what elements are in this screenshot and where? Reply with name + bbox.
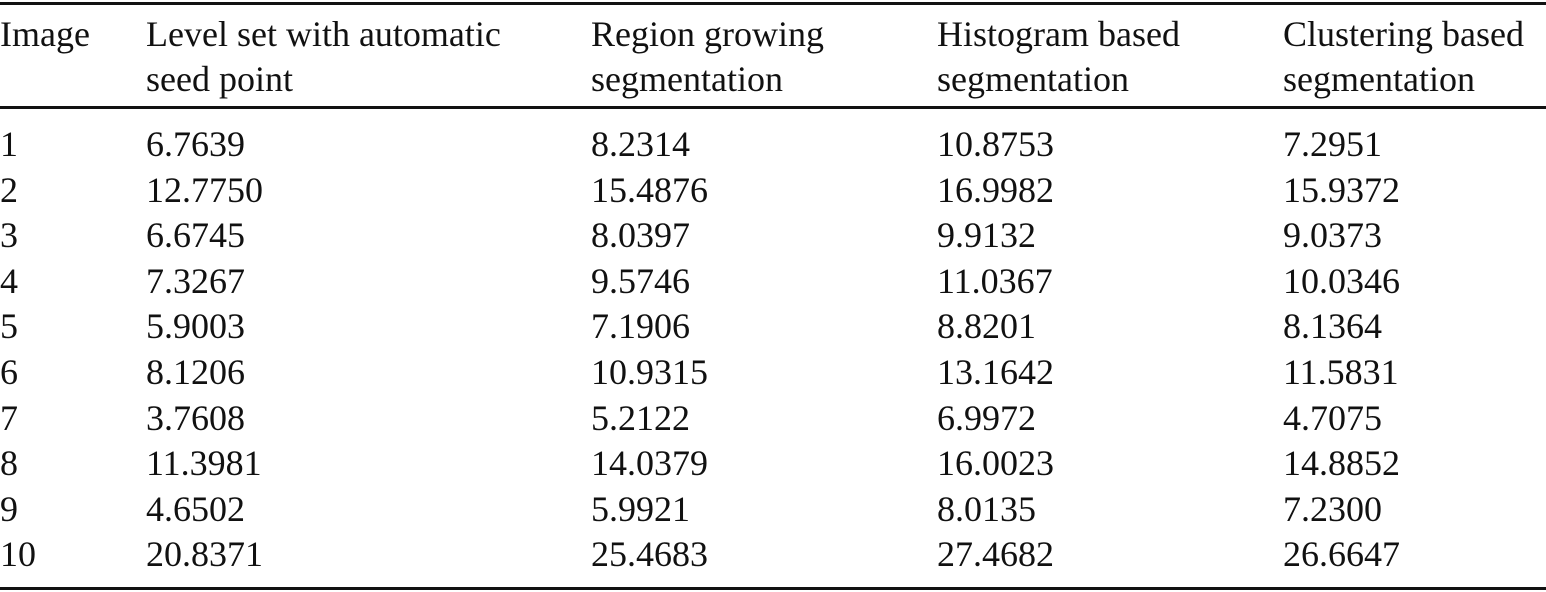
cell-image: 9 <box>0 488 18 529</box>
cell-level-set: 12.7750 <box>146 169 263 210</box>
cell-level-set: 8.1206 <box>146 351 245 392</box>
header-image-line-1: Image <box>0 14 90 54</box>
cell-region-growing: 7.1906 <box>591 306 690 347</box>
header-clustering-line-2: segmentation <box>1283 59 1475 99</box>
cell-level-set: 20.8371 <box>146 534 263 575</box>
cell-region-growing: 10.9315 <box>591 351 708 392</box>
table-row: 10 20.8371 25.4683 27.4682 26.6647 <box>0 532 1546 578</box>
cell-clustering: 11.5831 <box>1283 351 1399 392</box>
cell-image: 7 <box>0 397 18 438</box>
cell-clustering: 15.9372 <box>1283 169 1400 210</box>
cell-image: 2 <box>0 169 18 210</box>
table-row: 4 7.3267 9.5746 11.0367 10.0346 <box>0 259 1546 305</box>
table-row: 6 8.1206 10.9315 13.1642 11.5831 <box>0 350 1546 396</box>
table-header: Image Level set with automatic seed poin… <box>0 12 1546 104</box>
cell-level-set: 5.9003 <box>146 306 245 347</box>
header-region-growing-line-1: Region growing <box>591 14 824 54</box>
header-histogram: Histogram based segmentation <box>937 12 1180 102</box>
cell-region-growing: 15.4876 <box>591 169 708 210</box>
cell-histogram: 11.0367 <box>937 260 1053 301</box>
table-row: 9 4.6502 5.9921 8.0135 7.2300 <box>0 487 1546 533</box>
cell-histogram: 27.4682 <box>937 534 1054 575</box>
cell-level-set: 7.3267 <box>146 260 245 301</box>
cell-clustering: 8.1364 <box>1283 306 1382 347</box>
cell-clustering: 4.7075 <box>1283 397 1382 438</box>
cell-level-set: 4.6502 <box>146 488 245 529</box>
cell-level-set: 6.6745 <box>146 215 245 256</box>
table-body: 1 6.7639 8.2314 10.8753 7.2951 2 12.7750… <box>0 122 1546 578</box>
cell-histogram: 9.9132 <box>937 215 1036 256</box>
cell-region-growing: 8.0397 <box>591 215 690 256</box>
cell-region-growing: 5.2122 <box>591 397 690 438</box>
table-row: 2 12.7750 15.4876 16.9982 15.9372 <box>0 168 1546 214</box>
cell-histogram: 16.9982 <box>937 169 1054 210</box>
cell-clustering: 7.2951 <box>1283 124 1382 164</box>
table-top-rule <box>0 2 1546 5</box>
cell-image: 3 <box>0 215 18 256</box>
header-level-set: Level set with automatic seed point <box>146 12 501 102</box>
cell-region-growing: 9.5746 <box>591 260 690 301</box>
cell-histogram: 13.1642 <box>937 351 1054 392</box>
cell-image: 8 <box>0 443 18 484</box>
cell-histogram: 6.9972 <box>937 397 1036 438</box>
cell-histogram: 8.8201 <box>937 306 1036 347</box>
cell-clustering: 7.2300 <box>1283 488 1382 529</box>
cell-level-set: 6.7639 <box>146 124 245 164</box>
cell-clustering: 10.0346 <box>1283 260 1400 301</box>
cell-clustering: 26.6647 <box>1283 534 1400 575</box>
header-histogram-line-2: segmentation <box>937 59 1129 99</box>
cell-level-set: 3.7608 <box>146 397 245 438</box>
cell-region-growing: 25.4683 <box>591 534 708 575</box>
header-histogram-line-1: Histogram based <box>937 14 1180 54</box>
header-region-growing-line-2: segmentation <box>591 59 783 99</box>
header-level-set-line-1: Level set with automatic <box>146 14 501 54</box>
header-region-growing: Region growing segmentation <box>591 12 824 102</box>
cell-level-set: 11.3981 <box>146 443 262 484</box>
table-row: 8 11.3981 14.0379 16.0023 14.8852 <box>0 441 1546 487</box>
table-header-rule <box>0 106 1546 109</box>
header-clustering-line-1: Clustering based <box>1283 14 1524 54</box>
table-bottom-rule <box>0 587 1546 590</box>
cell-histogram: 10.8753 <box>937 124 1054 164</box>
table-row: 7 3.7608 5.2122 6.9972 4.7075 <box>0 396 1546 442</box>
table-row: 3 6.6745 8.0397 9.9132 9.0373 <box>0 213 1546 259</box>
cell-histogram: 8.0135 <box>937 488 1036 529</box>
cell-region-growing: 5.9921 <box>591 488 690 529</box>
cell-image: 6 <box>0 351 18 392</box>
cell-region-growing: 8.2314 <box>591 124 690 164</box>
header-image: Image <box>0 12 90 57</box>
cell-region-growing: 14.0379 <box>591 443 708 484</box>
cell-image: 1 <box>0 124 18 164</box>
cell-clustering: 9.0373 <box>1283 215 1382 256</box>
cell-image: 10 <box>0 534 36 575</box>
cell-image: 5 <box>0 306 18 347</box>
table-row: 1 6.7639 8.2314 10.8753 7.2951 <box>0 122 1546 168</box>
cell-clustering: 14.8852 <box>1283 443 1400 484</box>
header-clustering: Clustering based segmentation <box>1283 12 1524 102</box>
cell-histogram: 16.0023 <box>937 443 1054 484</box>
header-level-set-line-2: seed point <box>146 59 293 99</box>
cell-image: 4 <box>0 260 18 301</box>
table-row: 5 5.9003 7.1906 8.8201 8.1364 <box>0 304 1546 350</box>
